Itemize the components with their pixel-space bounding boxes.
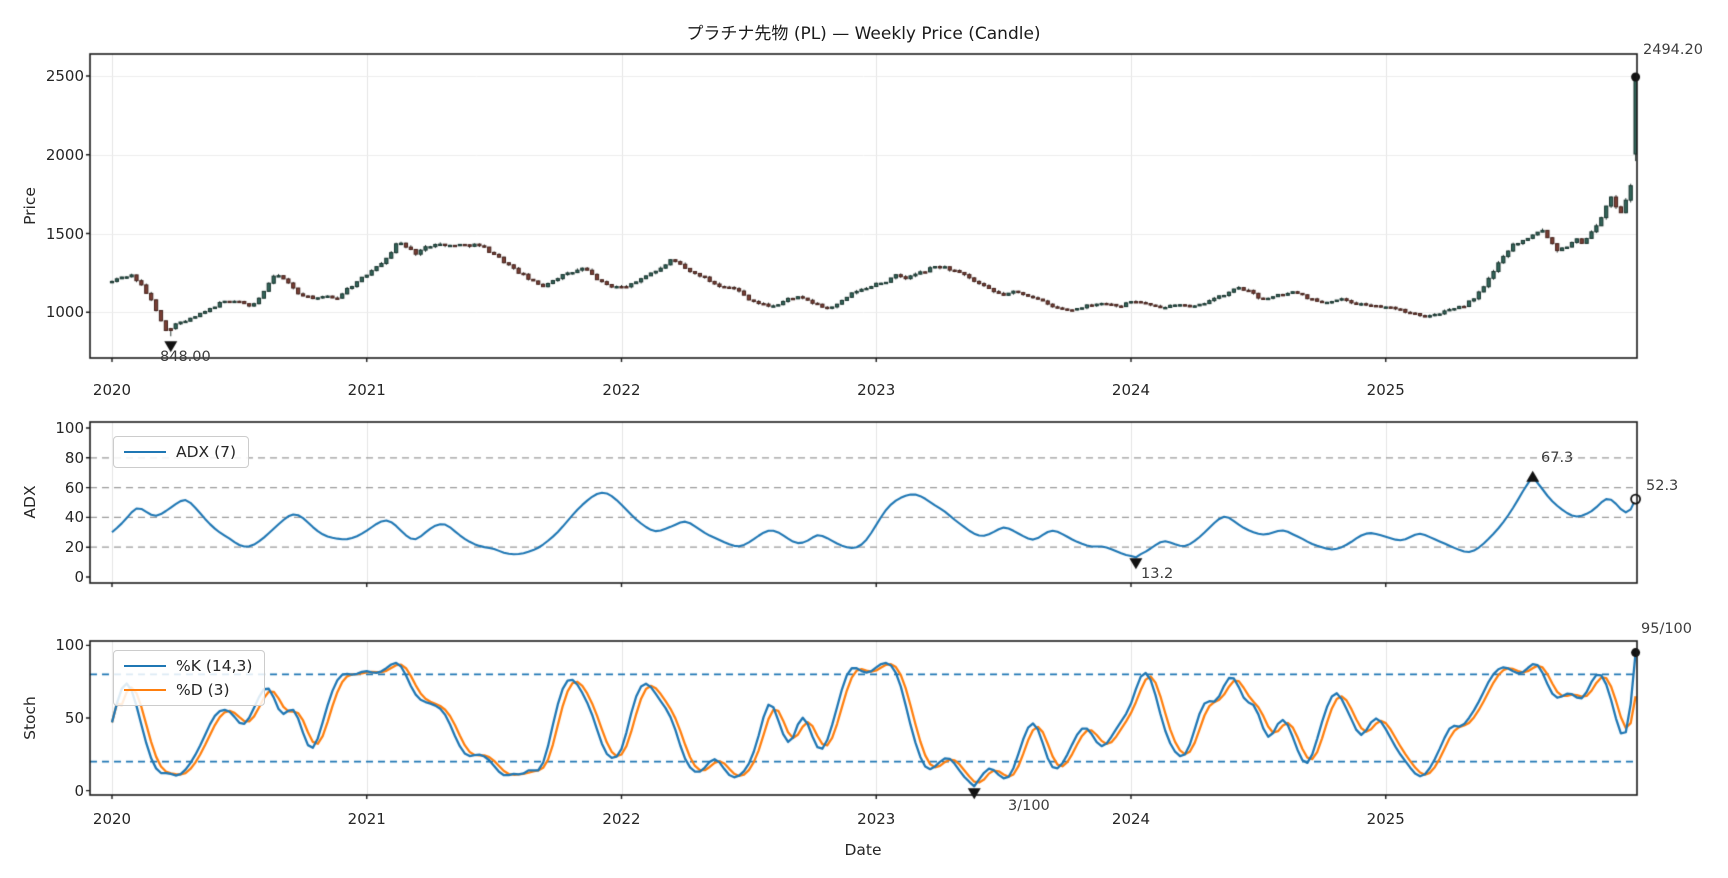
adx-legend: ADX (7): [113, 436, 250, 468]
stoch-d-line-swatch: [124, 689, 166, 691]
stoch-k-legend-entry: %K (14,3): [124, 657, 252, 675]
stoch-d-legend-entry: %D (3): [124, 681, 252, 699]
stoch-d-legend-label: %D (3): [176, 681, 230, 699]
stoch-legend: %K (14,3) %D (3): [113, 650, 266, 706]
adx-line-swatch: [124, 451, 166, 453]
stoch-k-line-swatch: [124, 665, 166, 667]
adx-legend-label: ADX (7): [176, 443, 237, 461]
stoch-k-legend-label: %K (14,3): [176, 657, 253, 675]
adx-legend-entry: ADX (7): [124, 443, 236, 461]
